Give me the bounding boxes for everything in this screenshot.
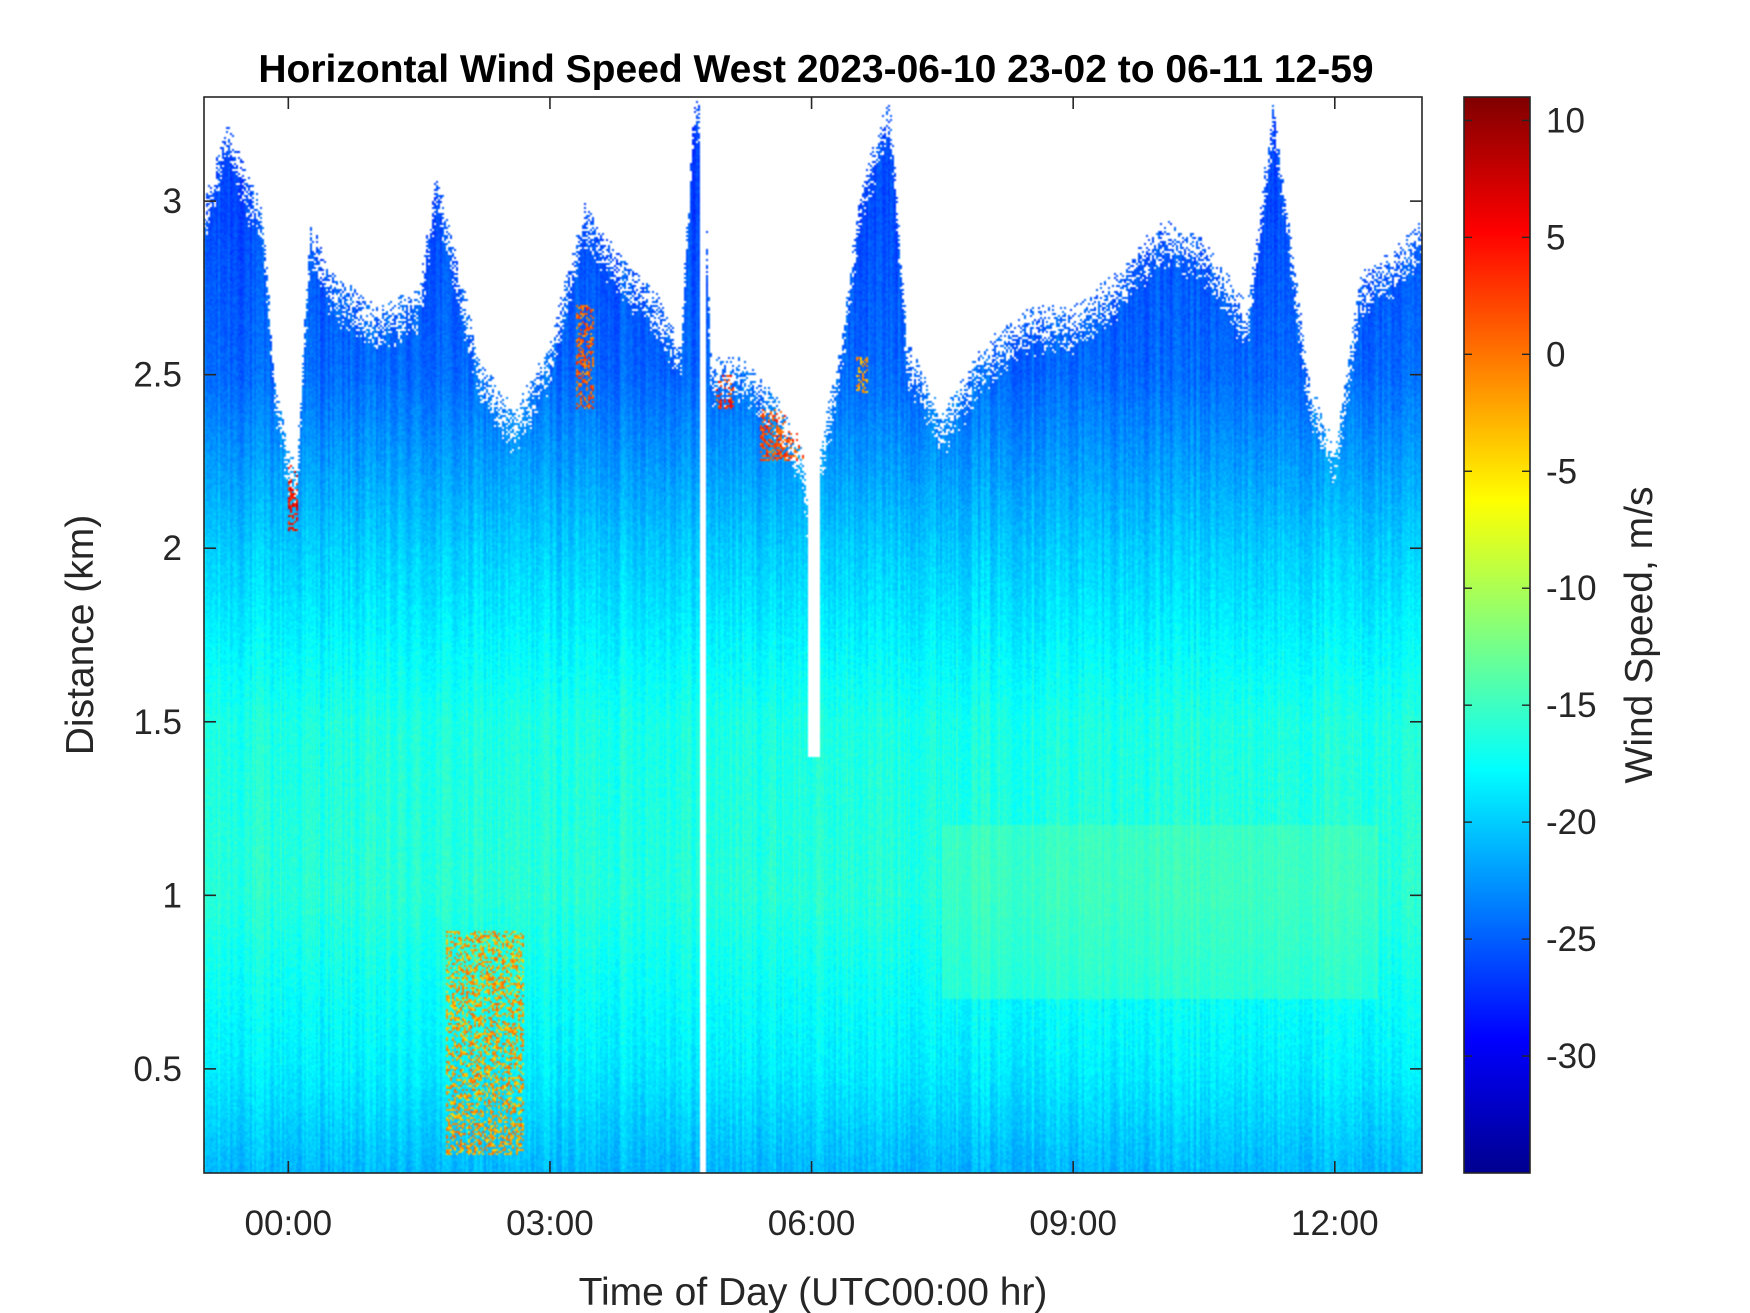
x-tick-label: 06:00 (768, 1204, 856, 1243)
x-axis-label: Time of Day (UTC00:00 hr) (579, 1271, 1048, 1313)
colorbar: 10 5 0 -5 -10 -15 -20 -25 -30 Wind Speed, m/s (1463, 96, 1661, 1174)
colorbar-tick-label: 5 (1546, 218, 1565, 257)
x-tick-label: 12:00 (1291, 1204, 1379, 1243)
colorbar-tick-label: -30 (1546, 1037, 1597, 1076)
colorbar-label: Wind Speed, m/s (1618, 487, 1661, 784)
colorbar-gradient (1463, 96, 1531, 1174)
y-tick-label: 3 (163, 182, 182, 221)
y-tick-label: 1.5 (133, 703, 182, 742)
colorbar-ticks: 10 5 0 -5 -10 -15 -20 -25 -30 (1464, 101, 1597, 1076)
x-tick-label: 09:00 (1029, 1204, 1117, 1243)
x-axis-ticks: 00:00 03:00 06:00 09:00 12:00 (245, 97, 1379, 1243)
colorbar-tick-label: 0 (1546, 335, 1565, 374)
y-tick-label: 2.5 (133, 356, 182, 395)
y-axis-ticks: 0.5 1 1.5 2 2.5 3 (133, 182, 1422, 1089)
colorbar-tick-label: 10 (1546, 101, 1585, 140)
colorbar-tick-label: -15 (1546, 686, 1597, 725)
x-tick-label: 00:00 (245, 1204, 333, 1243)
y-axis-label: Distance (km) (59, 515, 102, 756)
plot-frame (203, 96, 1423, 1174)
colorbar-tick-label: -10 (1546, 569, 1597, 608)
chart-title: Horizontal Wind Speed West 2023-06-10 23… (258, 48, 1373, 91)
y-tick-label: 0.5 (133, 1050, 182, 1089)
colorbar-tick-label: -5 (1546, 452, 1577, 491)
y-tick-label: 2 (163, 529, 182, 568)
colorbar-tick-label: -25 (1546, 920, 1597, 959)
plot-area (203, 96, 1423, 1174)
x-tick-label: 03:00 (506, 1204, 594, 1243)
colorbar-tick-label: -20 (1546, 803, 1597, 842)
y-tick-label: 1 (163, 876, 182, 915)
heatmap-image (204, 97, 1422, 1173)
